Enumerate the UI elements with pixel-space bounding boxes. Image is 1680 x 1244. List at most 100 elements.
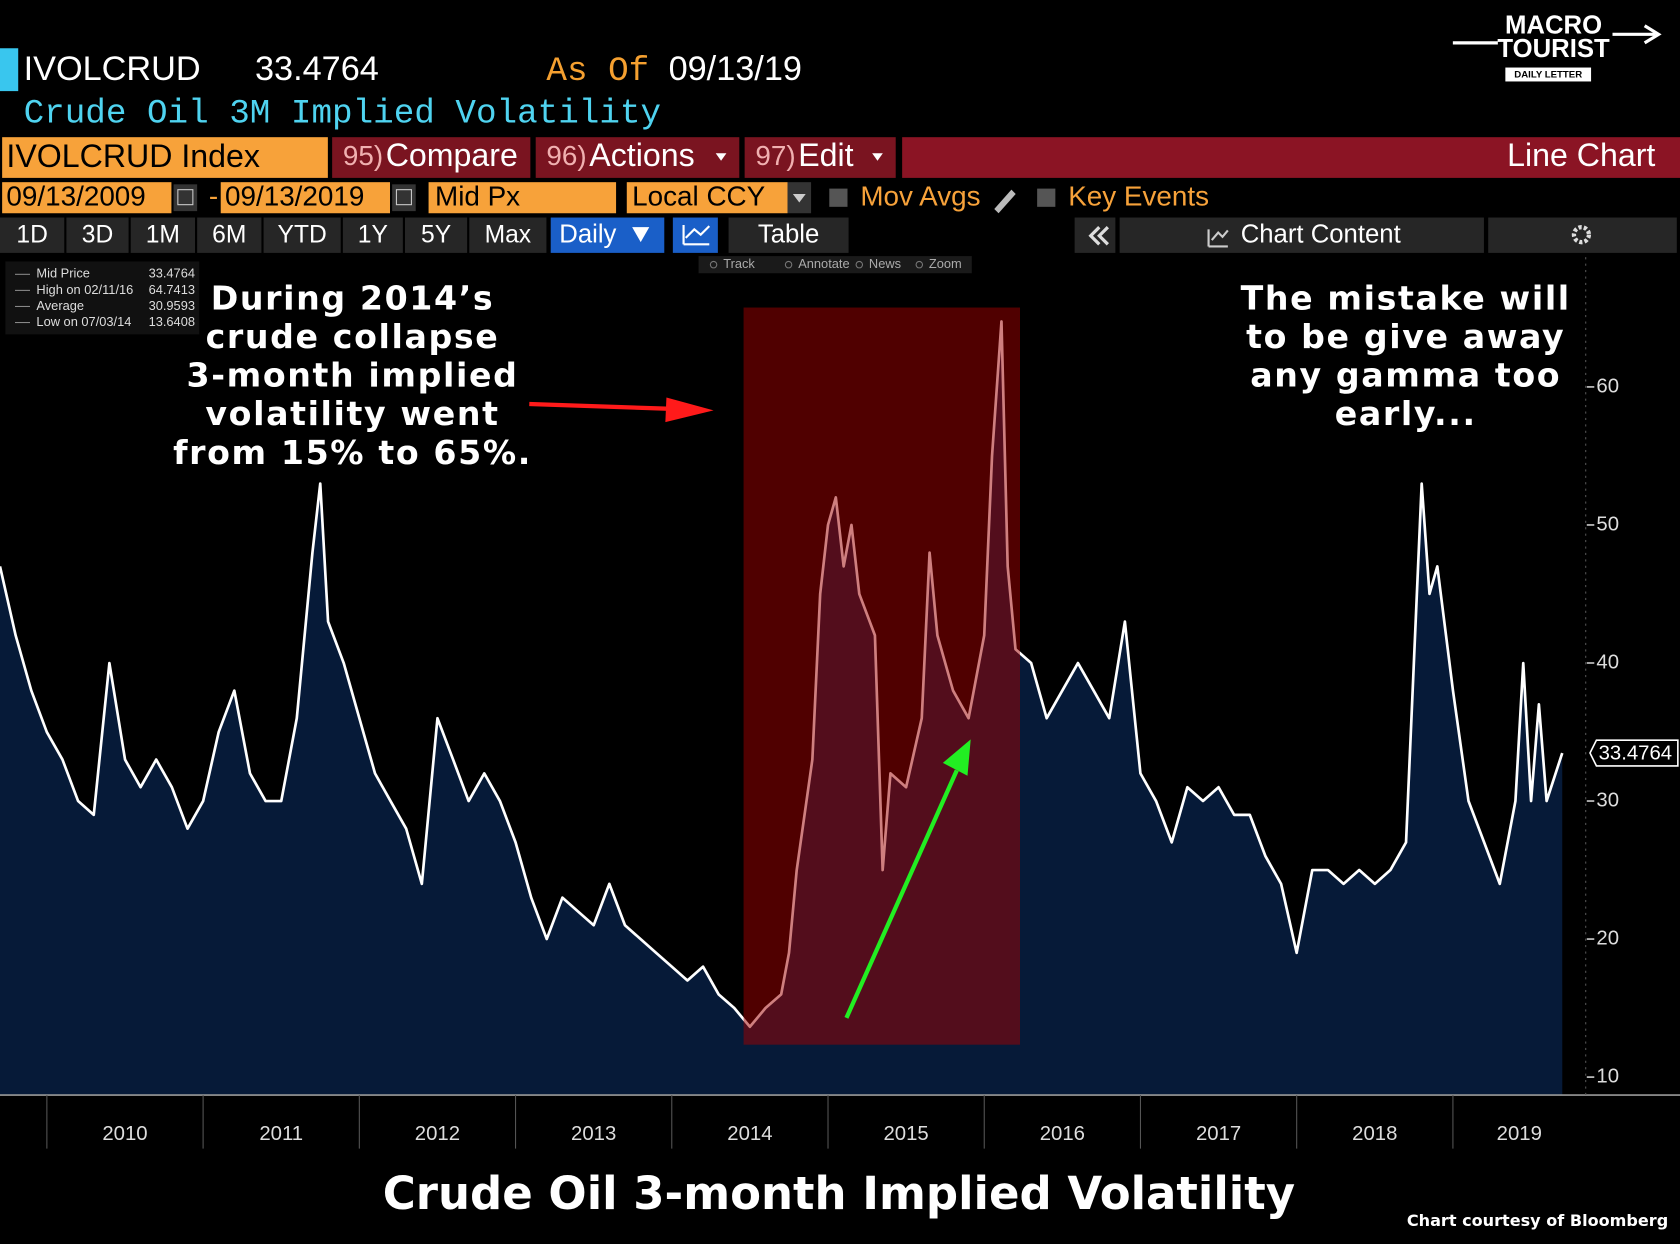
annotation-right: to be give away <box>1246 317 1565 356</box>
collapse-icon <box>1088 226 1109 246</box>
x-tick-label: 2010 <box>102 1123 147 1145</box>
period-box[interactable] <box>469 217 547 253</box>
x-tick-label: 2018 <box>1352 1123 1397 1145</box>
period[interactable]: YTD <box>278 221 327 248</box>
collapse-box[interactable] <box>1074 217 1116 253</box>
calendar-glyph <box>177 189 194 206</box>
period-box[interactable] <box>263 217 341 253</box>
period-box[interactable] <box>405 217 468 253</box>
legend-value: 64.7413 <box>149 282 195 297</box>
chart-content-icon <box>1207 229 1229 248</box>
tool[interactable]: News <box>869 256 901 271</box>
tool[interactable]: Track <box>723 256 755 271</box>
legend-label: Low on 07/03/14 <box>36 314 131 329</box>
tool-icon <box>784 260 793 269</box>
period[interactable]: 5Y <box>421 221 451 248</box>
field[interactable]: Mid Px <box>435 181 520 212</box>
toolbar-band <box>902 137 1680 178</box>
end-date-box[interactable] <box>220 182 390 214</box>
table-button[interactable]: Table <box>758 221 819 249</box>
period-box[interactable] <box>130 217 195 253</box>
start-date-box[interactable] <box>2 182 172 214</box>
chart-type[interactable]: Line Chart <box>1507 137 1655 173</box>
tool-icon <box>915 260 924 269</box>
highlight-region <box>743 307 1020 1045</box>
menu-arrow <box>715 153 727 161</box>
legend-value: 13.6408 <box>149 314 195 329</box>
menu-key[interactable]: 96) <box>546 140 586 171</box>
period[interactable]: 1Y <box>358 221 388 248</box>
calendar-icon[interactable] <box>392 184 416 212</box>
period[interactable]: 6M <box>212 221 246 248</box>
annotation-left: volatility went <box>205 394 499 433</box>
calendar-icon[interactable] <box>173 184 198 212</box>
key-events[interactable]: Key Events <box>1068 181 1209 212</box>
currency[interactable]: Local CCY <box>632 181 765 212</box>
period[interactable]: 1D <box>16 221 47 248</box>
chart-icon-box[interactable] <box>672 217 718 253</box>
period[interactable]: 1M <box>146 221 180 248</box>
mov-avgs[interactable]: Mov Avgs <box>860 181 980 212</box>
y-tick-label: 50 <box>1596 513 1619 535</box>
period-box[interactable] <box>66 217 129 253</box>
annotation-right: The mistake will <box>1241 279 1571 318</box>
menu-key[interactable]: 95) <box>343 140 383 171</box>
as-of-date: 09/13/19 <box>669 50 802 88</box>
chart-icon <box>682 225 711 246</box>
pencil-icon[interactable] <box>994 189 1016 214</box>
field-box[interactable] <box>428 182 617 214</box>
period-box[interactable] <box>0 217 65 253</box>
menu-label[interactable]: Edit <box>798 137 853 173</box>
settings-box[interactable] <box>1488 217 1677 253</box>
period[interactable]: 3D <box>82 221 113 248</box>
annotation-left: crude collapse <box>206 317 500 356</box>
menu-box[interactable] <box>535 137 740 178</box>
end-date[interactable]: 09/13/2019 <box>225 181 364 212</box>
menu-box[interactable] <box>332 137 531 178</box>
legend-box <box>5 261 200 335</box>
table-box[interactable] <box>728 217 849 253</box>
tool-icon <box>709 260 718 269</box>
security[interactable]: IVOLCRUD Index <box>6 138 260 174</box>
logo-text: DAILY LETTER <box>1514 70 1582 81</box>
period-box[interactable] <box>342 217 403 253</box>
period[interactable]: Max <box>485 221 532 248</box>
last-value-tag <box>1589 739 1679 767</box>
annotation-right: any gamma too <box>1250 356 1561 395</box>
x-tick-label: 2013 <box>571 1123 616 1145</box>
chart-content[interactable]: Chart Content <box>1241 221 1401 249</box>
frequency-box[interactable] <box>550 217 665 253</box>
red-arrowhead <box>665 397 714 423</box>
checkbox[interactable] <box>829 188 848 207</box>
chart-content-box[interactable] <box>1119 217 1484 253</box>
frequency[interactable]: Daily <box>559 221 616 249</box>
green-arrowhead <box>942 739 971 776</box>
menu-label[interactable]: Actions <box>589 137 694 173</box>
logo-arrowhead <box>1643 24 1662 45</box>
checkbox[interactable] <box>1037 188 1056 207</box>
logo: MACRO TOURIST DAILY LETTER <box>1452 12 1662 82</box>
calendar-glyph <box>395 189 412 206</box>
y-tick-label: 10 <box>1596 1065 1619 1087</box>
accent-bar <box>0 48 19 92</box>
menu-box[interactable] <box>744 137 896 178</box>
currency-box[interactable] <box>626 182 788 214</box>
footer-title: Crude Oil 3-month Implied Volatility <box>383 1167 1295 1220</box>
legend-value: 33.4764 <box>149 266 195 281</box>
logo-band <box>1505 67 1592 82</box>
red-arrow <box>529 401 686 412</box>
security-box[interactable] <box>2 137 328 178</box>
tool[interactable]: Zoom <box>929 256 962 271</box>
legend-value: 30.9593 <box>149 298 195 313</box>
start-date[interactable]: 09/13/2009 <box>6 181 145 212</box>
menu-key[interactable]: 97) <box>755 140 795 171</box>
logo-text: MACRO <box>1505 12 1602 40</box>
menu-label[interactable]: Compare <box>386 137 518 173</box>
period-box[interactable] <box>197 217 262 253</box>
tool[interactable]: Annotate <box>798 256 849 271</box>
x-tick-label: 2014 <box>727 1123 772 1145</box>
x-tick-label: 2012 <box>415 1123 460 1145</box>
annotation-right: early... <box>1335 394 1477 433</box>
frequency-arrow <box>632 227 650 243</box>
